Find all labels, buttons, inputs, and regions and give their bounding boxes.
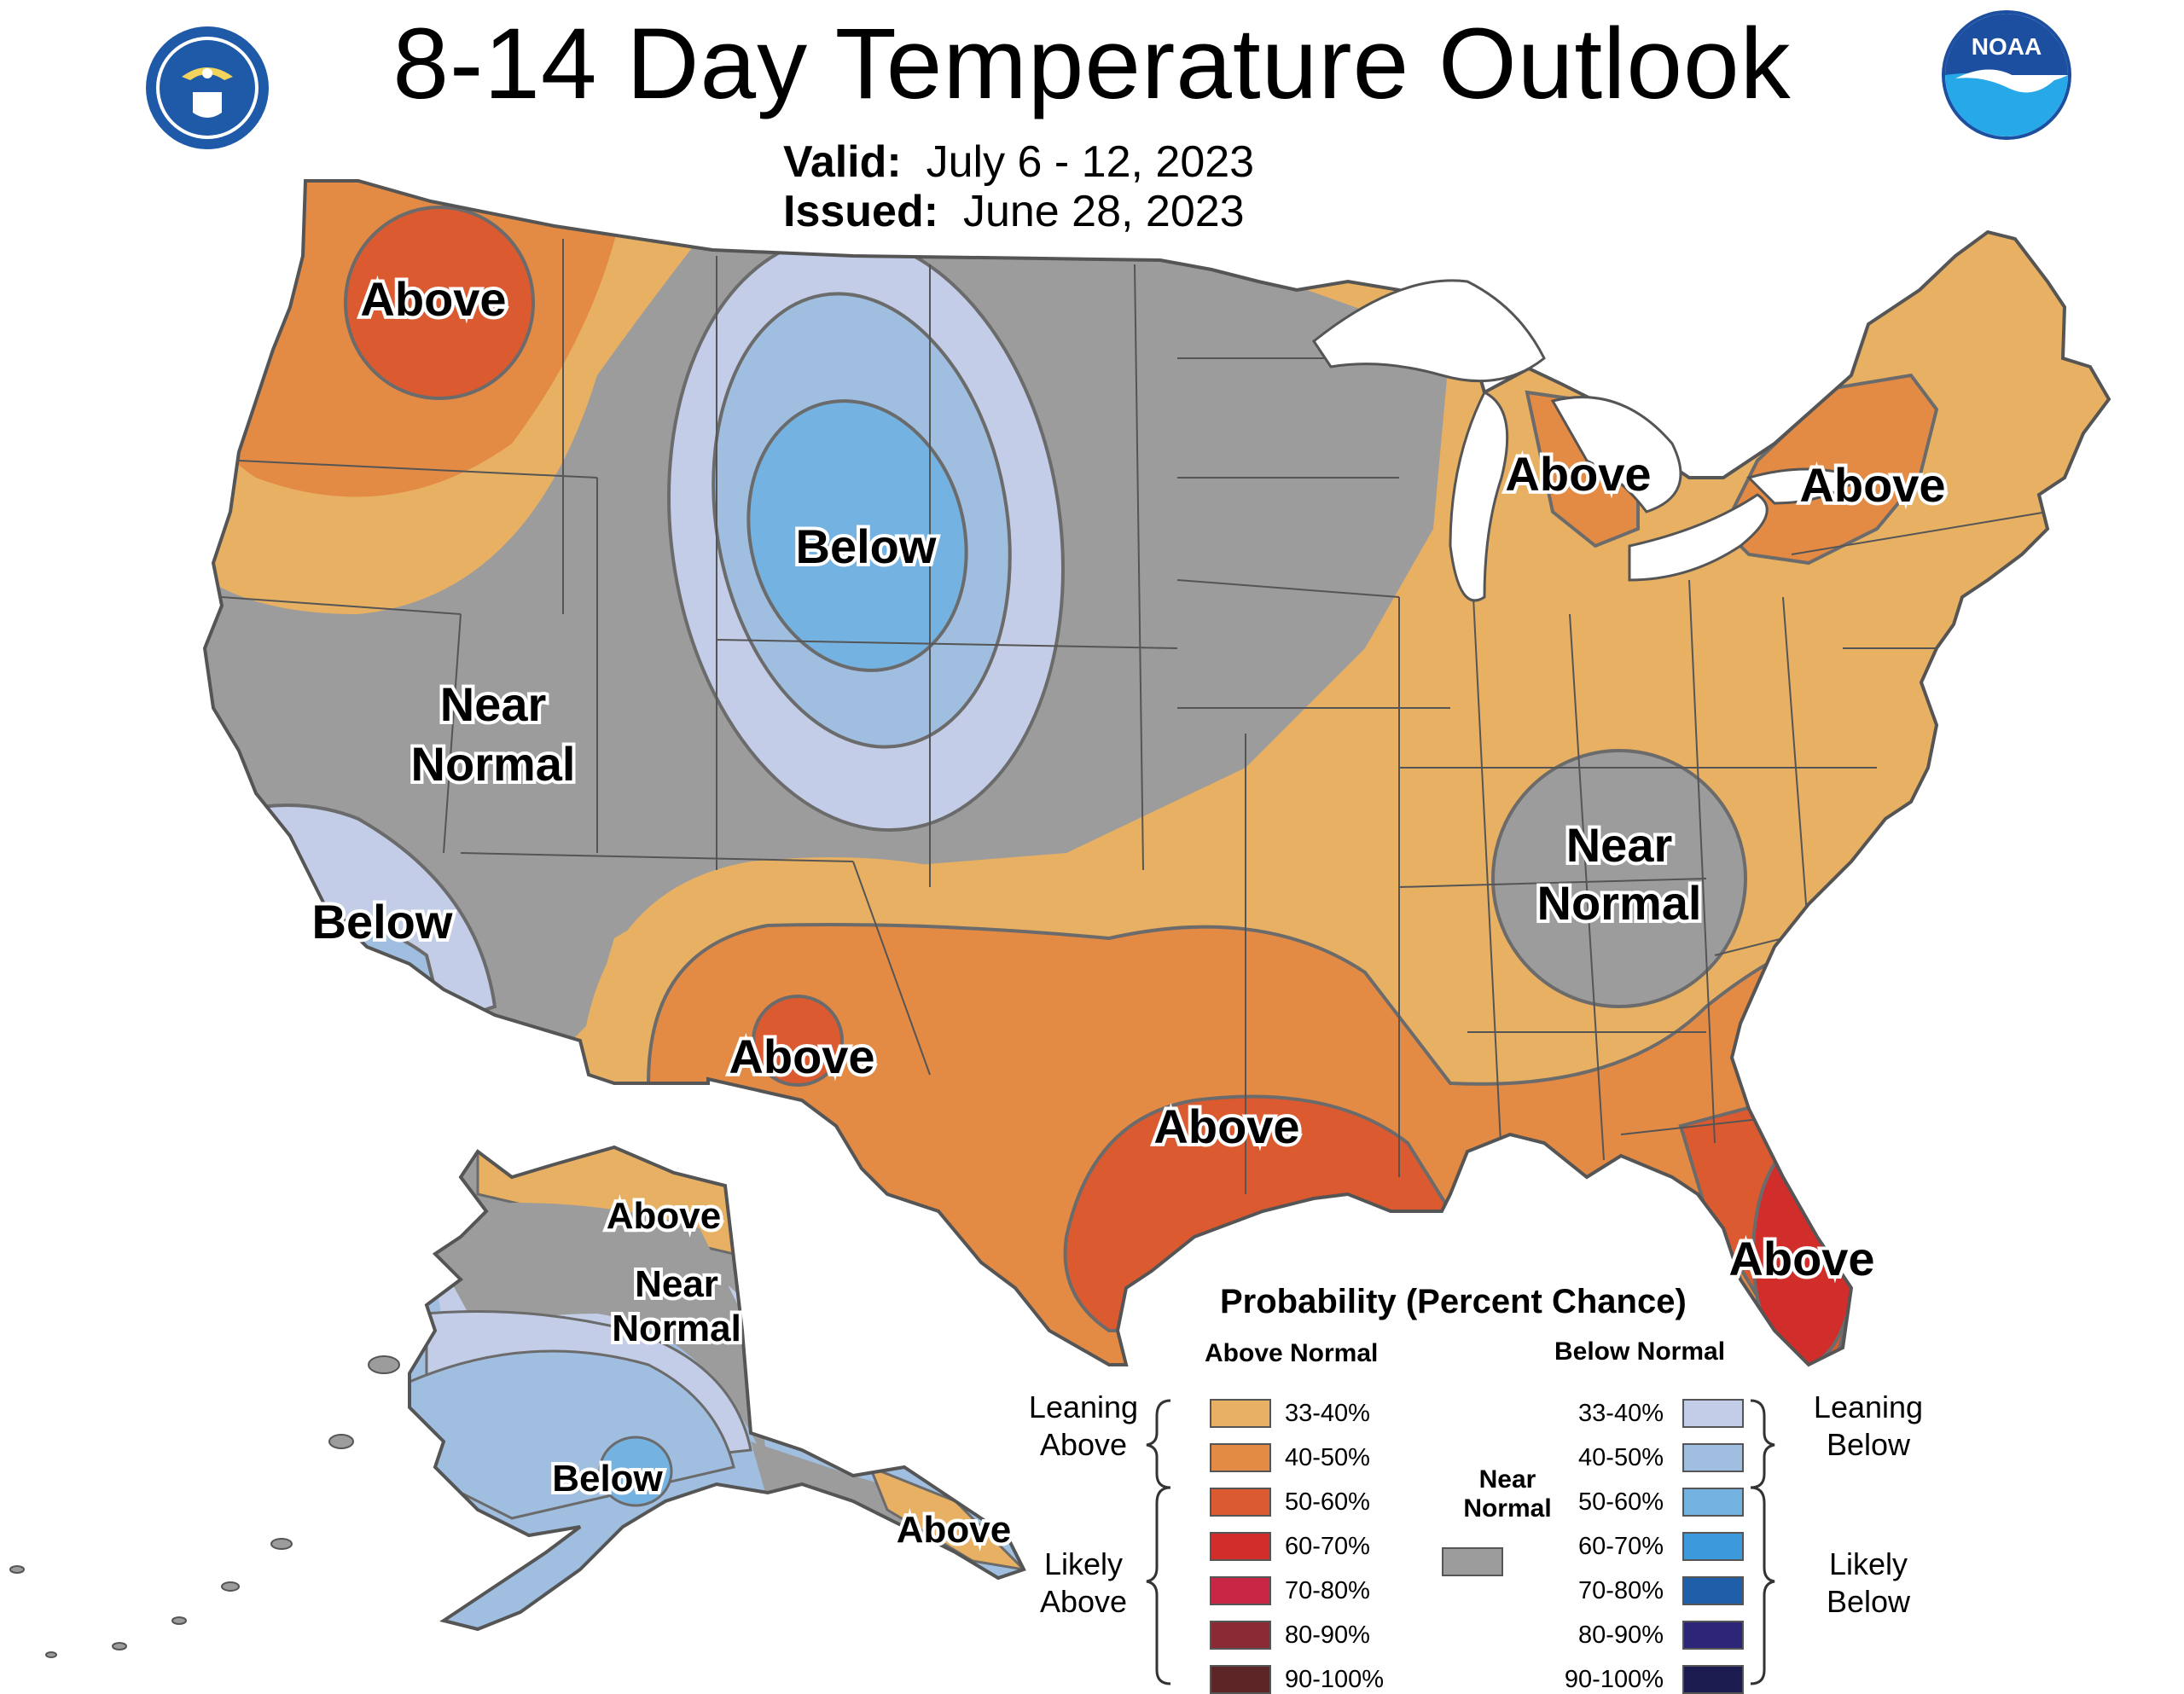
legend-below-swatch xyxy=(1682,1621,1744,1650)
issued-value: June 28, 2023 xyxy=(962,187,1245,236)
legend-below-swatch xyxy=(1682,1665,1744,1694)
legend-near-header-1: Near xyxy=(1478,1465,1536,1494)
aleutian-islands xyxy=(9,1355,400,1658)
legend-above-swatch xyxy=(1210,1488,1271,1517)
valid-value: July 6 - 12, 2023 xyxy=(926,137,1255,187)
legend-likely-above: Likely Above xyxy=(1007,1546,1160,1621)
legend-below-swatch xyxy=(1682,1488,1744,1517)
legend-near-swatch xyxy=(1442,1547,1503,1576)
legend-below-header: Below Normal xyxy=(1554,1337,1726,1366)
label-north-central: Below xyxy=(796,519,937,573)
legend-near-header-2: Normal xyxy=(1463,1494,1552,1523)
legend-leaning-above: Leaning Above xyxy=(1007,1389,1160,1464)
legend-above-label: 33-40% xyxy=(1285,1400,1370,1427)
label-texas: Above xyxy=(1153,1099,1299,1153)
label-west-near-2: Normal xyxy=(411,737,576,791)
label-florida: Above xyxy=(1728,1232,1874,1285)
legend-above-label: 50-60% xyxy=(1285,1488,1370,1516)
label-alaska-near-1: Near xyxy=(635,1263,718,1305)
label-new-york: Above xyxy=(1799,458,1945,512)
legend-below-label: 33-40% xyxy=(1578,1400,1664,1427)
map-labels: Above Below Near Normal Below Above Abov… xyxy=(309,269,1949,1554)
likely-above-line-2: Above xyxy=(1039,1584,1128,1619)
legend-above-swatch xyxy=(1210,1576,1271,1605)
label-new-mexico: Above xyxy=(729,1030,874,1083)
legend-below-swatch xyxy=(1682,1576,1744,1605)
legend-above-label: 40-50% xyxy=(1285,1444,1370,1471)
svg-text:NOAA: NOAA xyxy=(1972,33,2042,60)
legend-above-label: 80-90% xyxy=(1285,1621,1370,1649)
legend-below-swatch xyxy=(1682,1532,1744,1561)
legend-below-label: 90-100% xyxy=(1564,1666,1664,1693)
label-alaska-north: Above xyxy=(607,1195,721,1237)
legend-above-header: Above Normal xyxy=(1205,1339,1379,1367)
likely-above-line-1: Likely xyxy=(1043,1546,1124,1581)
label-northwest: Above xyxy=(360,272,506,326)
noaa-logo-icon: NOAA xyxy=(1942,10,2071,140)
legend-above-swatch xyxy=(1210,1532,1271,1561)
legend-above-label: 70-80% xyxy=(1285,1577,1370,1604)
state-borders xyxy=(221,239,2048,1194)
leaning-above-line-1: Leaning xyxy=(1028,1389,1139,1424)
issued-date: Issued: June 28, 2023 xyxy=(783,186,1245,237)
legend-above-swatch xyxy=(1210,1443,1271,1472)
label-southeast-near-2: Normal xyxy=(1537,876,1702,930)
legend-near-header: Near Normal xyxy=(1452,1465,1563,1523)
issued-label: Issued: xyxy=(783,187,939,236)
label-alaska-near-2: Normal xyxy=(612,1308,741,1349)
leaning-below-line-1: Leaning xyxy=(1813,1389,1924,1424)
legend-below-label: 70-80% xyxy=(1578,1577,1664,1604)
legend-below-swatch xyxy=(1682,1399,1744,1428)
leaning-above-line-2: Above xyxy=(1039,1427,1128,1462)
great-lakes xyxy=(1311,279,1863,602)
likely-below-line-1: Likely xyxy=(1828,1546,1908,1581)
legend-title: Probability (Percent Chance) xyxy=(1220,1283,1687,1320)
legend-below-label: 80-90% xyxy=(1578,1621,1664,1649)
label-alaska-panhandle: Above xyxy=(897,1509,1011,1551)
legend-below-label: 50-60% xyxy=(1578,1488,1664,1516)
legend-above-label: 60-70% xyxy=(1285,1533,1370,1560)
valid-label: Valid: xyxy=(783,137,902,187)
legend-below-swatch xyxy=(1682,1443,1744,1472)
legend-above-swatch xyxy=(1210,1621,1271,1650)
legend-below-label: 40-50% xyxy=(1578,1444,1664,1471)
label-west-near-1: Near xyxy=(440,677,547,731)
label-southwest: Below xyxy=(312,895,453,949)
legend-likely-below: Likely Below xyxy=(1792,1546,1945,1621)
map-title: 8-14 Day Temperature Outlook xyxy=(392,8,1792,120)
valid-dates: Valid: July 6 - 12, 2023 xyxy=(783,136,1254,188)
alaska-outline xyxy=(408,1145,1026,1632)
commerce-seal-icon xyxy=(146,26,269,149)
label-michigan: Above xyxy=(1505,447,1651,501)
legend-above-label: 90-100% xyxy=(1285,1666,1385,1693)
label-alaska-west: Below xyxy=(552,1458,663,1500)
leaning-below-line-2: Below xyxy=(1826,1427,1911,1462)
likely-below-line-2: Below xyxy=(1826,1584,1911,1619)
label-southeast-near-1: Near xyxy=(1566,818,1673,872)
legend-braces xyxy=(1146,1399,1775,1685)
legend-above-swatch xyxy=(1210,1399,1271,1428)
legend-above-swatch xyxy=(1210,1665,1271,1694)
legend-leaning-below: Leaning Below xyxy=(1792,1389,1945,1464)
legend-below-label: 60-70% xyxy=(1578,1533,1664,1560)
